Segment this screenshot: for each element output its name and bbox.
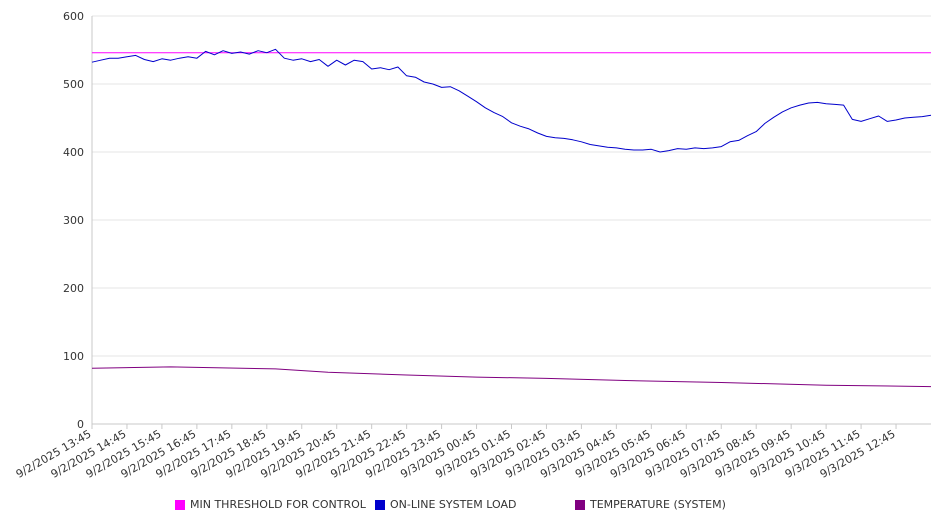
y-tick-label: 400 <box>63 146 84 159</box>
legend-swatch-system-load <box>375 499 385 510</box>
legend: MIN THRESHOLD FOR CONTROL ON-LINE SYSTEM… <box>0 498 946 514</box>
y-tick-label: 100 <box>63 350 84 363</box>
y-tick-label: 300 <box>63 214 84 227</box>
x-tick-labels: 9/2/2025 13:459/2/2025 14:459/2/2025 15:… <box>14 427 898 481</box>
legend-label-min-threshold: MIN THRESHOLD FOR CONTROL <box>190 498 366 511</box>
legend-swatch-min-threshold <box>175 499 185 510</box>
gridlines <box>92 15 931 357</box>
series-line-temperature <box>91 366 932 388</box>
axes <box>91 16 931 429</box>
y-tick-label: 0 <box>77 418 84 431</box>
series-lines <box>91 48 932 388</box>
series-line-system-load <box>91 48 932 153</box>
y-tick-label: 500 <box>63 78 84 91</box>
legend-label-system-load: ON-LINE SYSTEM LOAD <box>390 498 517 511</box>
legend-item-min-threshold[interactable]: MIN THRESHOLD FOR CONTROL <box>175 498 366 511</box>
y-tick-label: 200 <box>63 282 84 295</box>
legend-label-temperature: TEMPERATURE (SYSTEM) <box>590 498 726 511</box>
legend-item-system-load[interactable]: ON-LINE SYSTEM LOAD <box>375 498 516 511</box>
legend-swatch-temperature <box>575 499 585 510</box>
legend-item-temperature[interactable]: TEMPERATURE (SYSTEM) <box>575 498 726 511</box>
y-tick-label: 600 <box>63 10 84 23</box>
y-tick-labels: 0 100 200 300 400 500 600 <box>63 10 84 431</box>
